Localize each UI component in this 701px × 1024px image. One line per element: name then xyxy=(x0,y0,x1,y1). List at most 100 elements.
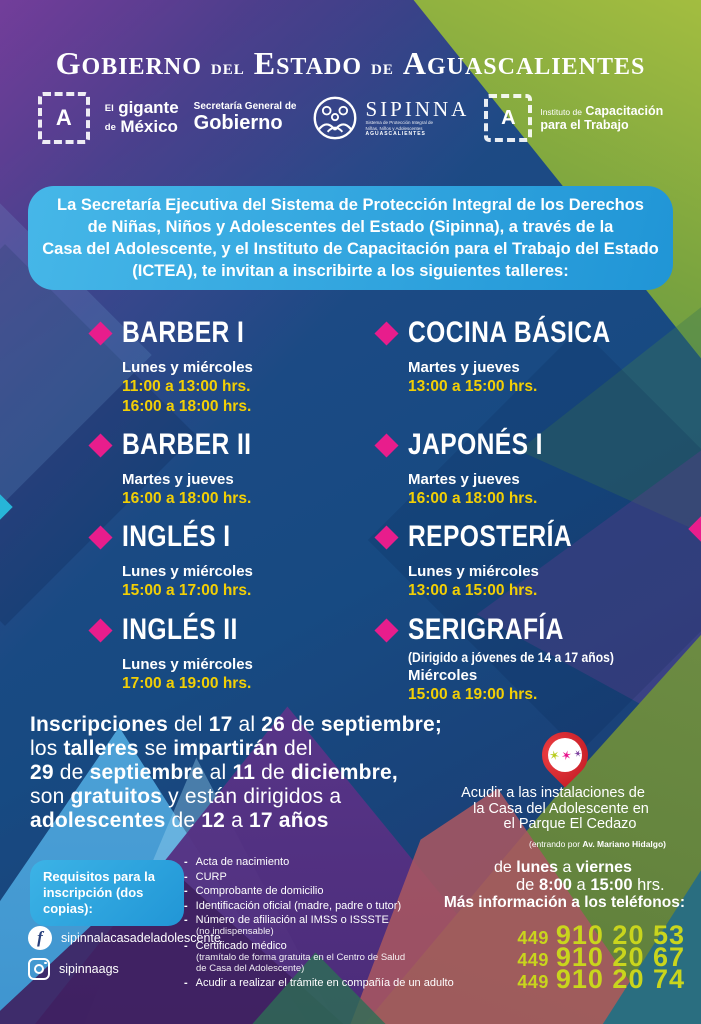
workshop-time: 16:00 a 18:00 hrs. xyxy=(408,490,538,507)
workshop-days: Lunes y miércoles xyxy=(122,359,253,376)
workshop-item: REPOSTERÍA Lunes y miércoles 13:00 a 15:… xyxy=(374,520,678,600)
requirement-text: Identificación oficial (madre, padre o t… xyxy=(195,899,402,912)
workshop-title: INGLÉS II xyxy=(122,613,238,646)
location-line: el Parque El Cedazo xyxy=(503,816,637,832)
workshop-title: BARBER I xyxy=(122,316,245,349)
instagram-handle: sipinnaags xyxy=(59,962,119,976)
workshop-time: 16:00 a 18:00 hrs. xyxy=(122,398,252,415)
instagram-icon xyxy=(28,958,50,980)
ictea-logo: A Instituto de Capacitación para el Trab… xyxy=(484,94,663,142)
logo-text-small: Instituto de xyxy=(540,106,582,117)
logo-text-bold: para el Trabajo xyxy=(540,118,629,132)
diamond-bullet-icon xyxy=(374,617,399,643)
aguascalientes-emblem-logo: A xyxy=(37,92,90,144)
requirement-item: Acta de nacimiento xyxy=(184,856,494,868)
requirement-text: CURP xyxy=(195,870,227,883)
workshop-title: JAPONÉS I xyxy=(408,428,543,461)
phone-info: Más información a los teléfonos: 449 910… xyxy=(385,894,685,994)
diamond-bullet-icon xyxy=(88,617,113,643)
facebook-icon: f xyxy=(28,926,52,950)
inscription-info: Inscripciones del 17 al 26 de septiembre… xyxy=(30,713,475,833)
workshop-days: Martes y jueves xyxy=(408,359,520,376)
phone-area-code: 449 xyxy=(517,950,549,970)
workshop-title: REPOSTERÍA xyxy=(408,520,573,553)
inscription-line: 29 de septiembre al 11 de diciembre, xyxy=(30,761,398,784)
location-schedule-hours: de 8:00 a 15:00 hrs. xyxy=(516,875,665,894)
requirement-text: Comprobante de domicilio xyxy=(195,885,324,897)
workshop-item: SERIGRAFÍA (Dirigido a jóvenes de 14 a 1… xyxy=(374,613,678,704)
workshop-days: Lunes y miércoles xyxy=(122,656,253,673)
phone-label: Más información a los teléfonos: xyxy=(443,894,685,911)
page-title: Gobierno del Estado de Aguascalientes xyxy=(0,45,701,82)
phone-number: 449 910 20 53 xyxy=(385,920,685,950)
inscription-line: los talleres se impartirán del xyxy=(30,737,313,760)
diamond-bullet-icon xyxy=(88,524,113,550)
workshop-days: Lunes y miércoles xyxy=(408,563,539,580)
requirements-badge: Requisitos para la inscripción (dos copi… xyxy=(30,860,184,926)
title-word: de xyxy=(370,62,394,79)
location-entry-note: (entrando por Av. Mariano Hidalgo) xyxy=(529,838,666,849)
sipinna-logo: SIPINNA Sistema de Protección Integral d… xyxy=(312,95,470,141)
workshop-item: INGLÉS I Lunes y miércoles 15:00 a 17:00… xyxy=(88,520,392,600)
workshop-days: Martes y jueves xyxy=(408,471,520,488)
workshop-time: 13:00 a 15:00 hrs. xyxy=(408,378,538,395)
logo-text-bold: México xyxy=(120,117,178,136)
logo-text-bold: gigante xyxy=(118,98,179,118)
phone-area-code: 449 xyxy=(517,928,549,948)
inscription-line: Inscripciones del 17 al 26 de septiembre… xyxy=(30,713,443,736)
workshop-item: BARBER I Lunes y miércoles 11:00 a 13:00… xyxy=(88,316,392,416)
requirement-text: Acta de nacimiento xyxy=(195,856,290,868)
sipinna-subtitle: Niñas, Niños y Adolescentes xyxy=(365,125,423,131)
workshop-note: (Dirigido a jóvenes de 14 a 17 años) xyxy=(408,650,614,665)
callout-line: Casa del Adolescente, y el Instituto de … xyxy=(42,240,659,258)
logo-text-small: El xyxy=(104,103,114,115)
diamond-bullet-icon xyxy=(374,320,399,346)
workshop-time: 16:00 a 18:00 hrs. xyxy=(122,490,252,507)
workshop-title: COCINA BÁSICA xyxy=(408,316,611,349)
diamond-bullet-icon xyxy=(374,432,399,458)
location-line: Acudir a las instalaciones de xyxy=(461,785,645,801)
requirement-note: (no indispensable) xyxy=(196,926,274,937)
title-word: Aguascalientes xyxy=(402,45,646,82)
workshop-time: 11:00 a 13:00 hrs. xyxy=(122,378,251,395)
inscription-line: adolescentes de 12 a 17 años xyxy=(30,809,329,832)
workshop-item: INGLÉS II Lunes y miércoles 17:00 a 19:0… xyxy=(88,613,392,693)
workshop-item: BARBER II Martes y jueves 16:00 a 18:00 … xyxy=(88,428,392,508)
workshop-days: Miércoles xyxy=(408,667,478,684)
workshop-title: INGLÉS I xyxy=(122,520,231,553)
title-word: Estado xyxy=(253,45,362,82)
diamond-bullet-icon xyxy=(374,524,399,550)
workshop-item: JAPONÉS I Martes y jueves 16:00 a 18:00 … xyxy=(374,428,678,508)
callout-line: La Secretaría Ejecutiva del Sistema de P… xyxy=(57,196,644,214)
location-line: la Casa del Adolescente en xyxy=(473,800,649,817)
phone-area-code: 449 xyxy=(517,972,549,992)
workshop-time: 15:00 a 19:00 hrs. xyxy=(408,686,538,703)
workshop-time: 17:00 a 19:00 hrs. xyxy=(122,675,252,692)
phone-digits: 910 20 74 xyxy=(555,964,685,994)
title-word: Gobierno xyxy=(55,45,202,82)
requirement-note: (tramítalo de forma gratuita en el Centr… xyxy=(196,952,406,974)
workshop-days: Martes y jueves xyxy=(122,471,234,488)
workshop-days: Lunes y miércoles xyxy=(122,563,253,580)
logo-text-bold: Gobierno xyxy=(193,111,283,134)
instagram-handle-row: sipinnaags xyxy=(28,958,119,980)
sipinna-wordmark: SIPINNA xyxy=(365,97,470,122)
facebook-handle: sipinnalacasadeladolescente xyxy=(61,931,221,945)
workshop-title: SERIGRAFÍA xyxy=(408,613,564,646)
diamond-bullet-icon xyxy=(88,320,113,346)
workshop-title: BARBER II xyxy=(122,428,252,461)
sipinna-state: AGUASCALIENTES xyxy=(365,131,426,138)
figure-glyph: ✶ xyxy=(559,746,574,764)
workshop-time: 13:00 a 15:00 hrs. xyxy=(408,582,538,599)
logo-text-bold: Capacitación xyxy=(585,103,664,118)
logo-row: A El gigante de México Secretaría Genera… xyxy=(0,92,701,144)
requirement-item: CURP xyxy=(184,871,494,883)
callout-line: (ICTEA), te invitan a inscribirte a los … xyxy=(132,262,569,280)
pin-figures: ✶ ✶ ✶ xyxy=(547,738,583,772)
gigante-de-mexico-logo: El gigante de México xyxy=(105,99,179,137)
secretaria-general-logo: Secretaría General de Gobierno xyxy=(194,102,297,134)
requirement-text: Número de afiliación al IMSS o ISSSTE xyxy=(195,914,389,926)
inscription-line: son gratuitos y están dirigidos a xyxy=(30,785,342,808)
aguascalientes-emblem-logo: A xyxy=(484,94,533,142)
